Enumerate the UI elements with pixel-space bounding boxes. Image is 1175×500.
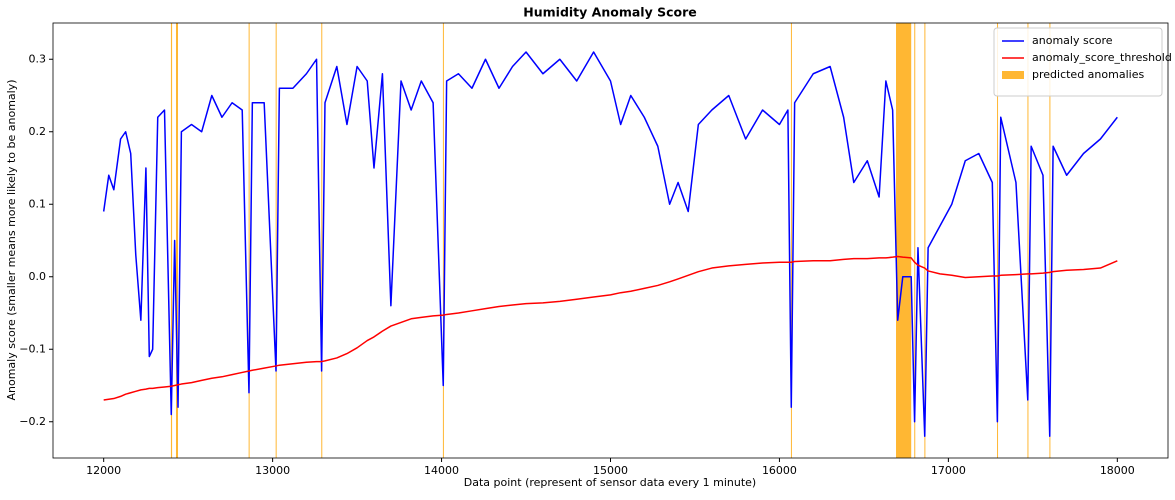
anomaly-span	[790, 23, 792, 458]
y-tick-label: −0.1	[19, 342, 46, 355]
legend-label: predicted anomalies	[1032, 68, 1144, 81]
line-series	[103, 255, 1118, 401]
legend-label: anomaly score	[1032, 34, 1113, 47]
x-tick-label: 15000	[593, 464, 628, 477]
y-tick-label: 0.0	[29, 270, 47, 283]
x-tick-label: 16000	[762, 464, 797, 477]
line-series	[102, 51, 1118, 437]
legend-swatch	[1002, 71, 1024, 79]
x-tick-label: 14000	[424, 464, 459, 477]
anomaly-span	[997, 23, 999, 458]
x-axis-label: Data point (represent of sensor data eve…	[464, 476, 756, 489]
x-tick-label: 13000	[255, 464, 290, 477]
y-axis-label: Anomaly score (smaller means more likely…	[5, 79, 18, 400]
legend-box	[993, 27, 1163, 97]
anomaly-span	[170, 23, 173, 458]
anomaly-span	[1027, 23, 1029, 458]
anomaly-span	[248, 23, 250, 458]
x-tick-label: 18000	[1100, 464, 1135, 477]
legend-label: anomaly_score_threshold	[1032, 51, 1172, 64]
x-tick-label: 17000	[931, 464, 966, 477]
anomaly-span	[175, 23, 179, 458]
y-tick-label: −0.2	[19, 415, 46, 428]
anomaly-span	[275, 23, 277, 458]
y-tick-label: 0.2	[29, 125, 47, 138]
anomaly-span	[1049, 23, 1051, 458]
y-tick-label: 0.3	[29, 52, 47, 65]
anomaly-span	[321, 23, 323, 458]
anomaly-span	[896, 23, 912, 458]
anomaly-span	[442, 23, 444, 458]
anomaly-span	[924, 23, 926, 458]
anomaly-span	[914, 23, 916, 458]
chart-title: Humidity Anomaly Score	[523, 5, 696, 20]
x-tick-label: 12000	[86, 464, 121, 477]
y-tick-label: 0.1	[29, 197, 47, 210]
